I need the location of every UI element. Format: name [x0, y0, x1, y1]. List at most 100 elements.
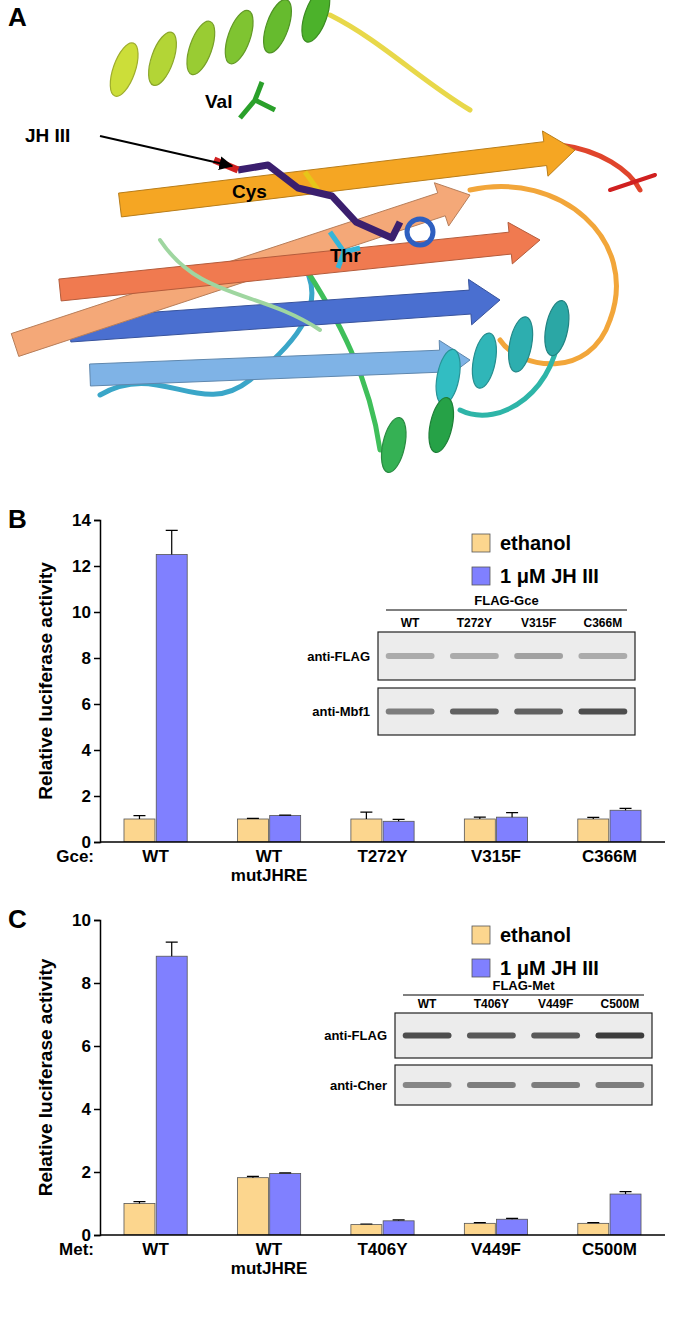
- row-label: anti-Mbf1: [312, 704, 370, 719]
- tick: 6: [82, 695, 100, 714]
- blot-band: [403, 1082, 452, 1088]
- tick: V449F: [471, 1240, 521, 1259]
- tick-label: 4: [82, 1100, 92, 1119]
- legend-swatch: [472, 534, 490, 552]
- tick-label: C366M: [582, 847, 637, 866]
- row-label: anti-Cher: [330, 1078, 387, 1093]
- beta-strand: [59, 222, 540, 301]
- helix-turn: [105, 40, 144, 100]
- legend: ethanol 1 μM JH III: [472, 532, 599, 587]
- x-axis-title: Gce:: [56, 847, 94, 866]
- helix-turn: [143, 29, 182, 89]
- lane-label: V449F: [538, 997, 573, 1011]
- axis-line: [100, 1234, 665, 1236]
- y-axis-title: Relative luciferase activity: [35, 958, 56, 1196]
- tick: 10: [72, 911, 100, 930]
- tick: WT: [142, 1240, 169, 1259]
- axis-line: [94, 521, 101, 843]
- structure-label: Cys: [232, 181, 267, 202]
- blot-band: [467, 1033, 516, 1039]
- blot-band: [450, 653, 499, 659]
- tick: C500M: [582, 1240, 637, 1259]
- helix-turn: [425, 395, 458, 454]
- error-bar: [587, 1222, 599, 1224]
- y-axis: 02468101214: [72, 511, 100, 852]
- annotation-arrow: [100, 136, 232, 166]
- tick: 12: [72, 557, 100, 576]
- tick: V315F: [471, 847, 521, 866]
- tick-mark: [94, 920, 100, 922]
- blot-band: [531, 1082, 580, 1088]
- blot-band: [514, 653, 563, 659]
- panel-c: C0246810Relative luciferase activityWTWT…: [8, 904, 665, 1278]
- tick-label: 14: [72, 511, 91, 530]
- blot-band: [450, 709, 499, 715]
- bar: [497, 817, 528, 842]
- helix-turn: [220, 7, 259, 67]
- error-bar: [360, 1223, 372, 1225]
- row-label: anti-FLAG: [307, 649, 370, 664]
- helix-turn: [377, 415, 410, 474]
- bar: [610, 810, 641, 842]
- tick-mark: [94, 566, 100, 568]
- tick-label: WT: [142, 1240, 169, 1259]
- tick-mark: [94, 983, 100, 985]
- helix-turn: [541, 299, 573, 358]
- tick-mark: [94, 1235, 100, 1237]
- error-bar: [506, 1218, 518, 1220]
- y-axis-title: Relative luciferase activity: [35, 562, 56, 800]
- beta-strand: [119, 131, 575, 217]
- panel-a: AValJH IIICysThr: [8, 0, 655, 475]
- error-bar: [279, 1172, 291, 1174]
- tick: 6: [82, 1037, 100, 1056]
- plot-area: [124, 530, 641, 842]
- error-bar: [587, 817, 599, 819]
- tick: WTmutJHRE: [231, 1240, 308, 1278]
- bar: [124, 819, 155, 842]
- blot-band: [386, 709, 435, 715]
- error-bar: [474, 817, 486, 819]
- blot-band: [578, 709, 627, 715]
- legend-swatch: [472, 959, 490, 977]
- structure-label: Val: [205, 91, 232, 112]
- error-bar: [506, 813, 518, 818]
- panel-label: C: [8, 904, 27, 934]
- blot-panel: [395, 1013, 652, 1058]
- tick-mark: [94, 796, 100, 798]
- lane-label: WT: [418, 997, 437, 1011]
- legend-swatch: [472, 567, 490, 585]
- tick-mark: [94, 704, 100, 706]
- legend-label: 1 μM JH III: [500, 957, 599, 979]
- loop: [610, 175, 655, 190]
- tick-mark: [94, 520, 100, 522]
- lane-label: WT: [401, 616, 420, 630]
- error-bar: [474, 1222, 486, 1224]
- tick: 14: [72, 511, 100, 530]
- panel-label: A: [8, 2, 27, 32]
- tick: 10: [72, 603, 100, 622]
- x-axis: WTWTmutJHRET406YV449FC500M: [100, 1235, 665, 1278]
- bar: [270, 816, 301, 842]
- bar: [237, 819, 268, 842]
- lane-label: C500M: [601, 997, 640, 1011]
- panel-b: B02468101214Relative luciferase activity…: [8, 504, 665, 885]
- legend-swatch: [472, 926, 490, 944]
- inset-title: FLAG-Met: [492, 978, 555, 993]
- bar: [351, 1225, 382, 1235]
- tick-label: V449F: [471, 1240, 521, 1259]
- blot-band: [595, 1082, 644, 1088]
- bar: [497, 1219, 528, 1235]
- bar: [124, 1204, 155, 1236]
- x-axis: WTWTmutJHRET272YV315FC366M: [100, 842, 665, 885]
- legend-label: 1 μM JH III: [500, 565, 599, 587]
- blot-band: [403, 1033, 452, 1039]
- side-chain-ring: [407, 219, 433, 245]
- tick-label: 6: [82, 695, 91, 714]
- tick-label: 2: [82, 1163, 91, 1182]
- legend-label: ethanol: [500, 532, 571, 554]
- tick-mark: [94, 1109, 100, 1111]
- error-bar: [620, 808, 632, 810]
- blot-inset: FLAG-MetWTT406YV449FC500Manti-FLAGanti-C…: [324, 978, 652, 1105]
- loop: [330, 15, 470, 110]
- tick: 8: [82, 974, 100, 993]
